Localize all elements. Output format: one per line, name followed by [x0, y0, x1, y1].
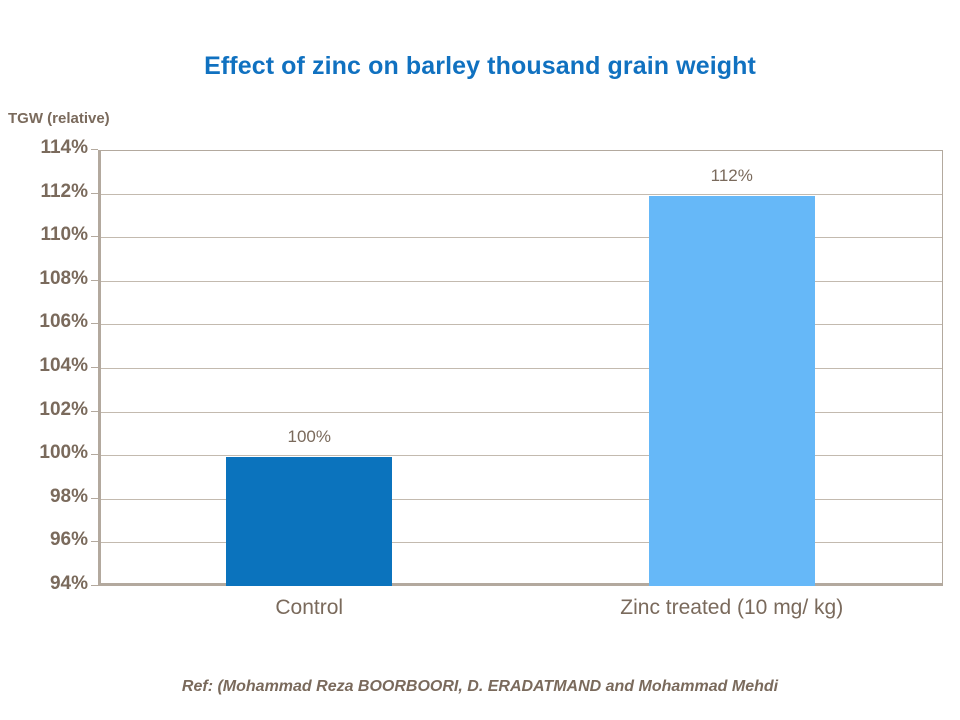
data-label-2: 112% — [710, 165, 753, 185]
y-axis-tick-label: 112% — [40, 180, 88, 202]
y-axis-tick-label: 102% — [39, 398, 88, 420]
y-axis-tick-label: 100% — [39, 442, 88, 464]
gridline — [101, 193, 942, 195]
y-axis-tick-mark — [91, 323, 98, 325]
y-axis-tick-mark — [91, 585, 98, 586]
gridline — [101, 280, 942, 282]
bar-1[interactable] — [226, 457, 393, 586]
chart-title: Effect of zinc on barley thousand grain … — [204, 52, 756, 80]
y-axis-tick-label: 94% — [49, 573, 88, 594]
y-axis-tick-mark — [91, 279, 98, 281]
gridline — [101, 324, 942, 326]
gridline — [101, 455, 942, 457]
y-axis-tick-label: 96% — [49, 529, 88, 551]
y-axis-tick-label: 110% — [40, 224, 88, 246]
data-label-1: 100% — [287, 427, 331, 447]
x-axis-category-label: Control — [275, 596, 344, 619]
y-axis-tick-mark — [91, 497, 98, 499]
y-axis-tick-mark — [91, 367, 98, 368]
y-axis-tick-label: 106% — [39, 311, 88, 333]
y-axis-tick-labels: 114% 112% 110% 108% 106% 104% 102% 100% 98% 96% 94… — [0, 0, 88, 720]
y-axis-tick-mark — [91, 192, 98, 194]
gridline — [101, 411, 942, 413]
x-axis-category-label: Zinc treated (10 mg/ kg) — [620, 596, 844, 619]
y-axis-tick-label: 98% — [49, 485, 88, 507]
y-axis-title: TGW (relative) — [8, 110, 110, 127]
gridline — [101, 542, 942, 544]
y-axis-tick-mark — [91, 541, 98, 543]
gridline — [101, 237, 942, 239]
y-axis-tick-label: 114% — [40, 137, 88, 158]
y-axis-tick-mark — [91, 410, 98, 412]
footer-reference: Ref: (Mohammad Reza BOORBOORI, D. ERADAT… — [181, 678, 779, 695]
gridline — [101, 368, 942, 369]
y-axis-tick-label: 104% — [39, 355, 88, 376]
plot-area — [98, 150, 943, 586]
y-axis-tick-label: 108% — [39, 267, 88, 289]
y-axis-tick-mark — [91, 236, 98, 238]
bar-2[interactable] — [648, 195, 815, 586]
y-axis-tick-mark — [91, 454, 98, 456]
gridline — [101, 498, 942, 500]
y-axis-tick-mark — [91, 149, 98, 150]
